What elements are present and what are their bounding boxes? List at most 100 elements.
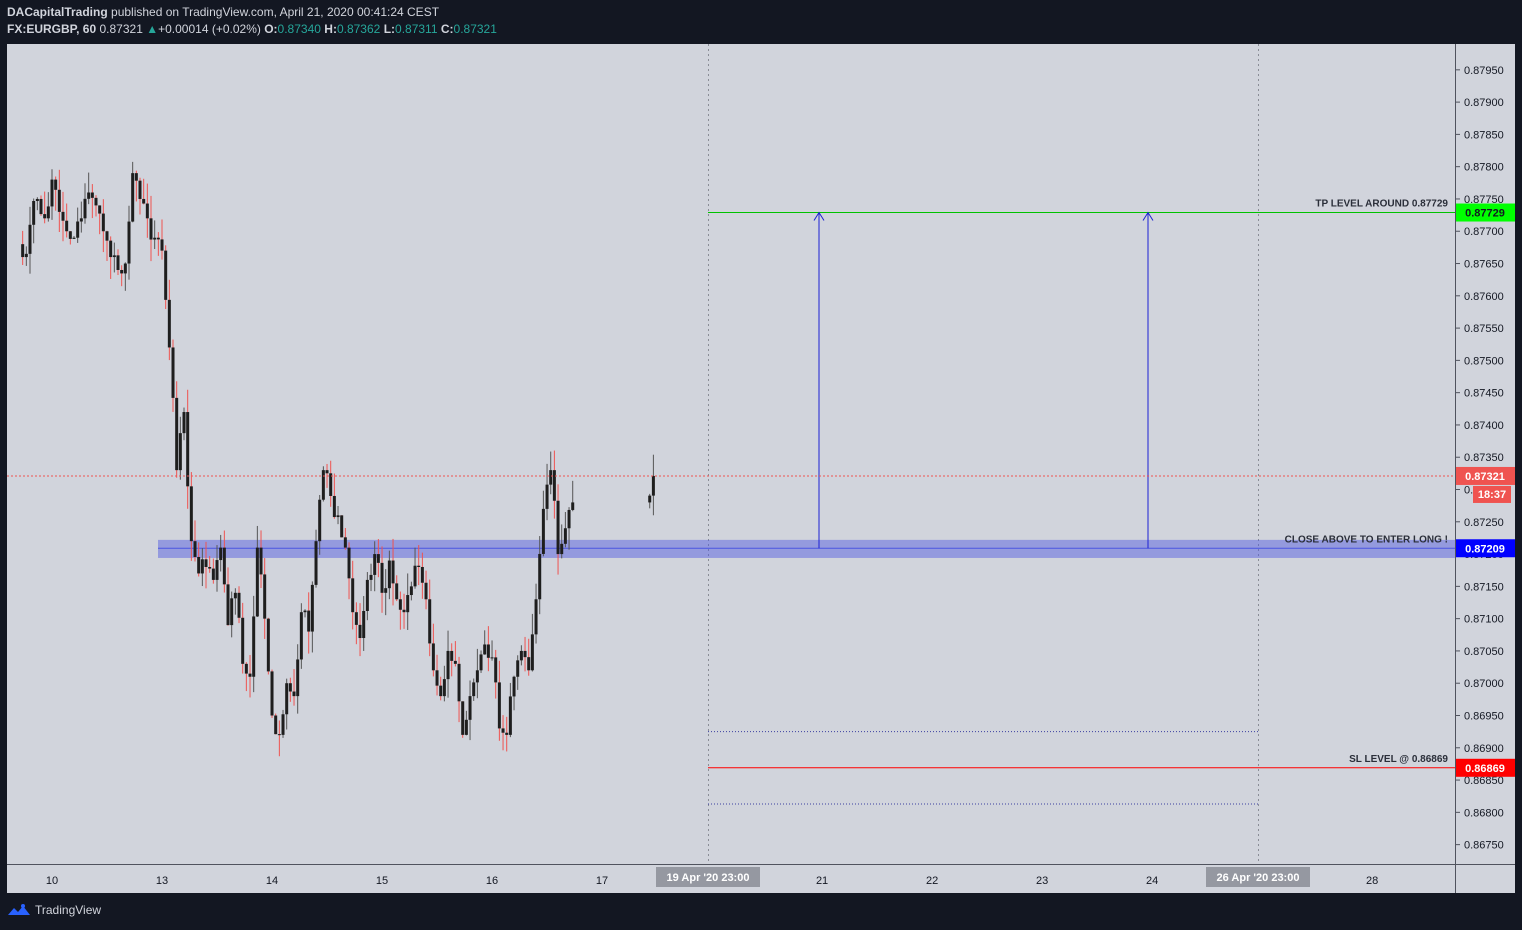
candle-body: [340, 515, 344, 538]
candle-body: [406, 595, 410, 613]
time-tick-label: 10: [46, 875, 58, 887]
candle-body: [497, 682, 501, 729]
candle-body: [112, 255, 116, 258]
time-tick-label: 15: [376, 875, 388, 887]
candle-body: [648, 495, 652, 503]
candle-body: [358, 624, 362, 639]
tradingview-logo-icon[interactable]: [7, 903, 31, 917]
plot-area[interactable]: [7, 44, 1455, 864]
candle-body: [651, 475, 655, 496]
candle-body: [376, 554, 380, 563]
tp-price-label: 0.87729: [1465, 208, 1505, 220]
candle-body: [57, 189, 61, 212]
time-tick-label: 22: [926, 875, 938, 887]
candle-body: [164, 250, 168, 300]
time-ticks: 1013141516172021222324272819 Apr '20 23:…: [46, 867, 1378, 887]
candle-body: [461, 701, 465, 735]
candle-body: [24, 253, 28, 258]
candle-body: [32, 201, 36, 225]
candle-body: [296, 659, 300, 697]
candle-body: [534, 599, 538, 635]
candle-body: [560, 543, 564, 555]
candle-body: [61, 211, 65, 221]
candle-body: [252, 616, 256, 677]
tp-label: TP LEVEL AROUND 0.87729: [1315, 199, 1448, 210]
candle-body: [35, 198, 39, 202]
candle-body: [571, 502, 575, 510]
candle-body: [464, 719, 468, 735]
candle-body: [167, 299, 171, 348]
candle-body: [475, 670, 479, 683]
candle-body: [494, 657, 498, 683]
open-value: 0.87340: [277, 22, 321, 36]
candle-body: [288, 683, 292, 692]
price-tick-label: 0.87950: [1464, 65, 1504, 77]
date-badge: [656, 867, 760, 887]
candle-body: [39, 198, 43, 215]
price-tick-label: 0.87150: [1464, 581, 1504, 593]
candle-body: [200, 559, 204, 574]
candle-body: [369, 574, 373, 580]
candle-body: [277, 734, 281, 736]
candle-body: [450, 650, 454, 661]
candle-body: [189, 486, 193, 542]
footer-brand[interactable]: TradingView: [35, 903, 102, 917]
date-badge: [1206, 867, 1310, 887]
candle-body: [332, 495, 336, 518]
price-tick-label: 0.87100: [1464, 614, 1504, 626]
candle-body: [259, 547, 263, 575]
candle-body: [442, 679, 446, 697]
candle-body: [160, 239, 164, 251]
candle-body: [384, 588, 388, 593]
candle-body: [446, 650, 450, 680]
published-text: published on TradingView.com, April 21, …: [111, 5, 440, 19]
close-label: C:: [440, 22, 454, 36]
candle-body: [281, 714, 285, 735]
price-tick-label: 0.86750: [1464, 840, 1504, 852]
low-value: 0.87311: [395, 22, 438, 36]
candle-body: [127, 221, 131, 264]
time-tick-label: 24: [1146, 875, 1158, 887]
price-tick-label: 0.86950: [1464, 710, 1504, 722]
high-value: 0.87362: [336, 22, 381, 36]
candle-body: [142, 198, 146, 204]
target-arrow-head: [813, 211, 825, 221]
candle-body: [354, 612, 358, 625]
annotations: TP LEVEL AROUND 0.87729 CLOSE ABOVE TO EN…: [7, 199, 1455, 805]
price-tick-label: 0.87450: [1464, 388, 1504, 400]
price-tick-label: 0.86900: [1464, 743, 1504, 755]
candle-body: [307, 610, 311, 632]
candle-body: [270, 671, 274, 716]
candle-body: [72, 237, 76, 239]
entry-zone[interactable]: [158, 539, 1455, 558]
candle-body: [21, 244, 25, 258]
candle-body: [83, 198, 87, 219]
candle-body: [395, 583, 399, 600]
ohlc-legend: FX:EURGBP, 60 0.87321 ▲+0.00014 (+0.02%)…: [7, 22, 497, 36]
candle-body: [486, 644, 490, 658]
candle-body: [208, 566, 212, 569]
countdown-label: 18:37: [1478, 489, 1506, 501]
candle-body: [508, 696, 512, 735]
candle-body: [505, 732, 509, 735]
candle-body: [413, 565, 417, 587]
symbol-label[interactable]: FX:EURGBP, 60: [7, 22, 97, 36]
candle-body: [479, 654, 483, 671]
candle-body: [178, 433, 182, 471]
candle-body: [79, 218, 83, 222]
candle-body: [226, 584, 230, 626]
candle-body: [197, 556, 201, 574]
candle-body: [219, 547, 223, 561]
candle-body: [398, 599, 402, 610]
candle-body: [50, 179, 54, 207]
candle-body: [211, 568, 215, 580]
price-tick-label: 0.87250: [1464, 517, 1504, 529]
candle-body: [512, 676, 516, 697]
candle-body: [365, 579, 369, 611]
price-tick-label: 0.87400: [1464, 420, 1504, 432]
candle-body: [134, 173, 138, 181]
author-name[interactable]: DACapitalTrading: [7, 5, 108, 19]
candle-body: [263, 574, 267, 619]
candle-body: [435, 670, 439, 686]
